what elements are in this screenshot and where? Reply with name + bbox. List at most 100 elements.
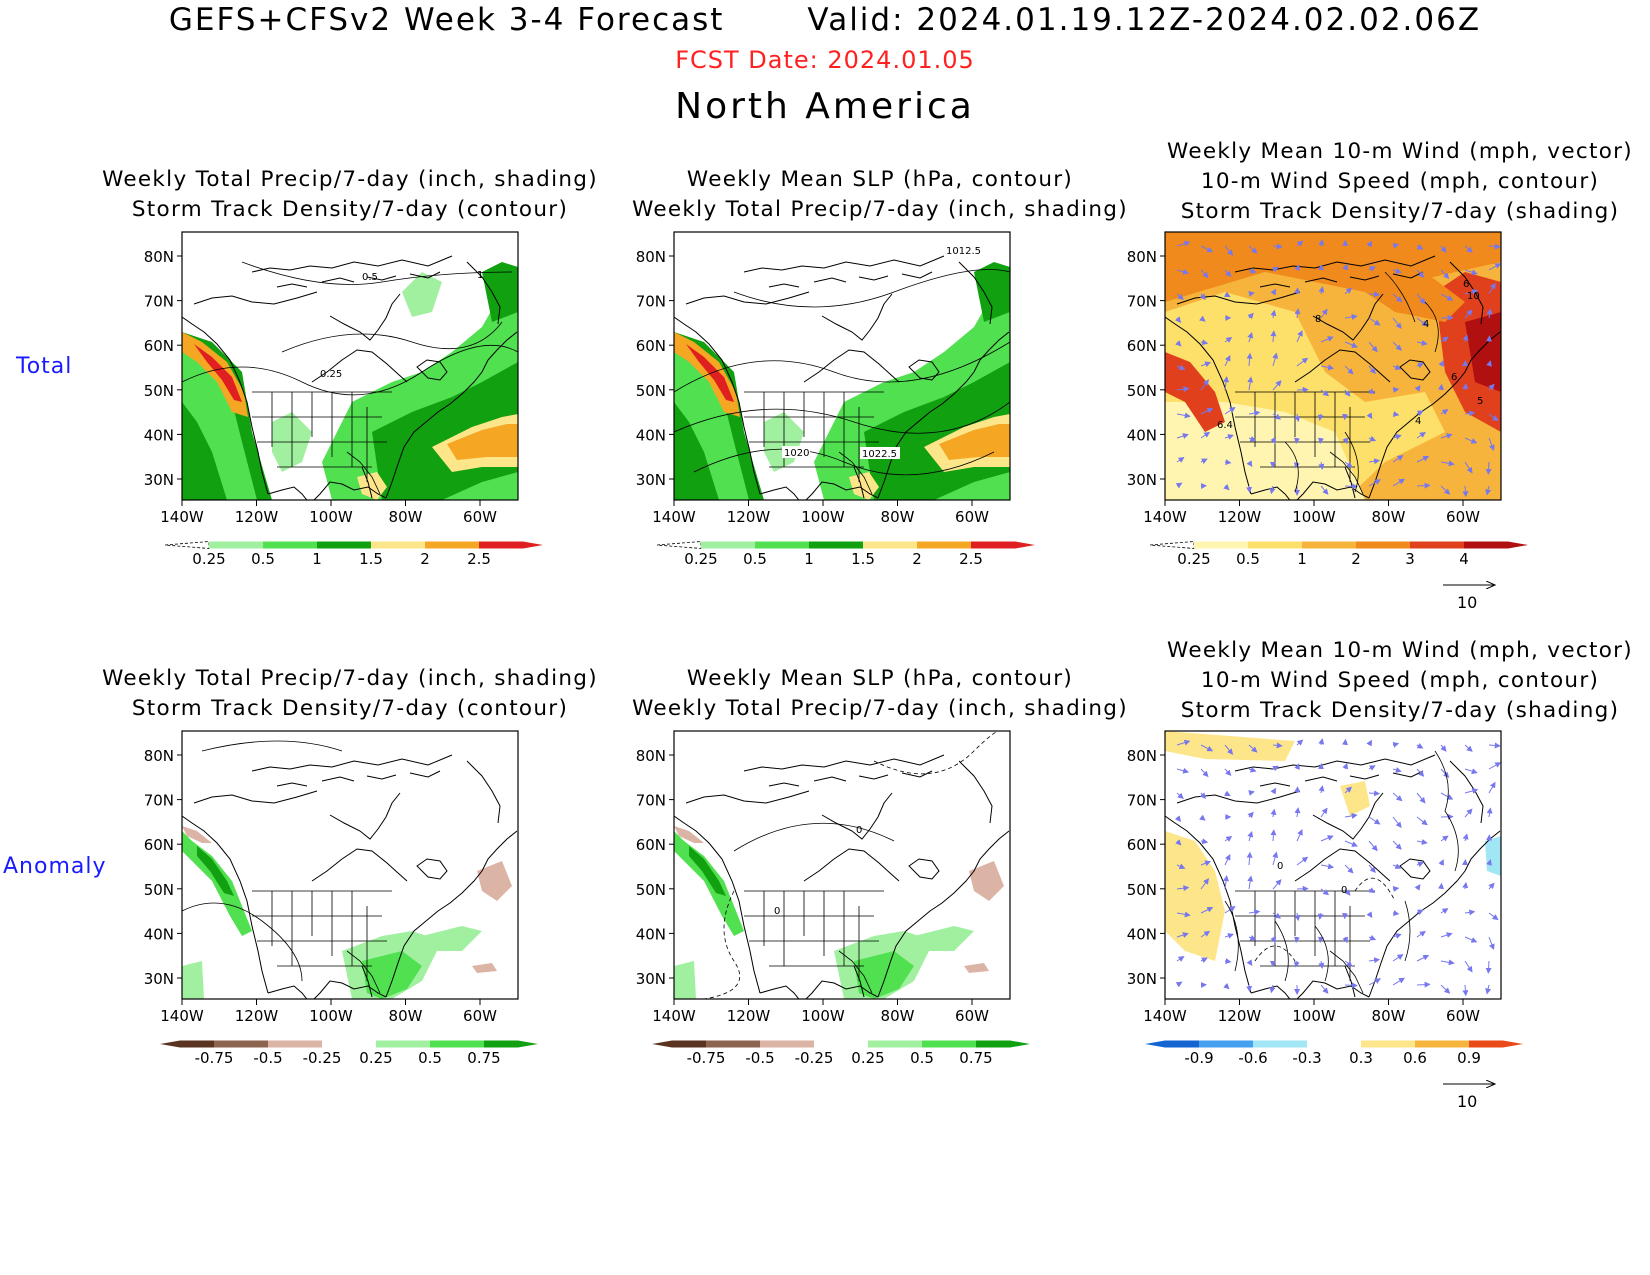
lon-label: 120W <box>727 1007 771 1025</box>
colorbar-segment <box>1248 541 1302 549</box>
wind-vector <box>1440 984 1451 994</box>
colorbar-segment <box>164 541 210 549</box>
panel-title-anom-slp: Weekly Mean SLP (hPa, contour) Weekly To… <box>610 664 1150 724</box>
wind-vector <box>1270 808 1277 818</box>
wind-vector <box>1342 239 1349 247</box>
colorbar: -0.75 -0.5 -0.25 0.25 0.5 0.75 <box>160 1040 538 1067</box>
colorbar-label: 0.5 <box>743 550 767 568</box>
lat-label: 60N <box>144 337 174 355</box>
colorbar-label: 0.3 <box>1349 1049 1373 1067</box>
wind-vector <box>1414 385 1421 392</box>
wind-vector <box>1392 317 1402 329</box>
wind-vector <box>1270 437 1277 445</box>
wind-vector <box>1368 479 1381 487</box>
wind-vector <box>1342 263 1349 271</box>
colorbar-label: 0.5 <box>910 1049 934 1067</box>
wind-vector <box>1392 268 1402 274</box>
lat-label: 80N <box>1127 248 1157 266</box>
wind-vector <box>1320 863 1335 870</box>
wind-vector <box>1318 738 1325 746</box>
lon-label: 60W <box>463 508 497 526</box>
wind-vector <box>1223 484 1230 491</box>
wind-vector <box>1440 744 1447 752</box>
wind-vector <box>1272 765 1279 772</box>
map-anom-slp: 0 0 80N 70N 60N 50N 40N 30N 140W 120W 100W 80W 60W… <box>636 730 1030 1067</box>
lon-label: 80W <box>389 1007 423 1025</box>
lat-label: 70N <box>636 293 666 311</box>
colorbar-segment <box>1415 1040 1469 1048</box>
wind-vector <box>1368 435 1377 442</box>
lon-label: 80W <box>389 508 423 526</box>
wind-vector <box>1366 412 1373 420</box>
colorbar-segment <box>1464 541 1528 549</box>
wind-vector <box>1485 461 1492 475</box>
wind-vector <box>1464 744 1473 752</box>
colorbar-segment <box>652 1040 706 1048</box>
wind-vector <box>1344 840 1358 847</box>
wind-vector <box>1246 851 1253 866</box>
wind-vector <box>1272 851 1279 866</box>
wind-vector <box>1438 882 1445 890</box>
wind-vector <box>1224 768 1232 777</box>
wind-vector <box>1176 863 1186 870</box>
wind-vector <box>1224 337 1233 343</box>
wind-vector <box>1176 293 1184 300</box>
colorbar-label: -0.75 <box>687 1049 726 1067</box>
wind-vector <box>1440 792 1454 800</box>
wind-vector <box>1392 341 1402 351</box>
lat-label: 60N <box>636 337 666 355</box>
wind-vector <box>1440 932 1453 938</box>
wind-vector <box>1344 287 1353 295</box>
wind-vector <box>1272 352 1279 367</box>
wind-vector <box>1320 389 1330 397</box>
colorbar-segment <box>755 541 809 549</box>
colorbar: 0.25 0.5 1 2 3 4 <box>1149 541 1528 568</box>
colorbar-segment <box>809 541 863 549</box>
map-total-precip: 0.5 1 0.25 80N 70N 60N 50N 40N 30N 140W 120W 100… <box>144 231 543 568</box>
wind-vector <box>1224 245 1234 256</box>
lon-label: 80W <box>881 1007 915 1025</box>
wind-vector <box>1174 815 1182 822</box>
wind-vector <box>1247 831 1254 842</box>
colorbar-segment <box>971 541 1035 549</box>
lon-label: 60W <box>463 1007 497 1025</box>
colorbar: 0.25 0.5 1 1.5 2 2.5 <box>656 541 1035 568</box>
wind-vector <box>1486 807 1493 818</box>
wind-vector <box>1296 829 1303 842</box>
lon-label: 140W <box>160 508 204 526</box>
colorbar-segment <box>976 1040 1030 1048</box>
wind-vector <box>1247 312 1254 320</box>
wind-vector <box>1440 336 1449 343</box>
wind-vector <box>1176 433 1189 439</box>
wind-vector <box>1438 859 1444 866</box>
colorbar-segment <box>317 541 371 549</box>
wind-vector <box>1485 960 1492 974</box>
colorbar-segment <box>376 1040 430 1048</box>
colorbar-label: 1.5 <box>851 550 875 568</box>
lat-label: 30N <box>144 970 174 988</box>
lon-label: 100W <box>1292 508 1336 526</box>
panel-title-line: Storm Track Density/7-day (contour) <box>131 696 569 721</box>
wind-vector <box>1294 763 1300 770</box>
wind-vector <box>1392 411 1400 418</box>
colorbar-label: 0.5 <box>418 1049 442 1067</box>
wind-vector <box>1176 268 1190 275</box>
wind-vector <box>1342 762 1349 770</box>
wind-vector <box>1320 835 1334 842</box>
colorbar-segment <box>1194 541 1248 549</box>
wind-vector <box>1392 455 1404 463</box>
wind-vector <box>1392 840 1402 850</box>
panel-title-anom-wind: Weekly Mean 10-m Wind (mph, vector) 10-m… <box>1150 636 1650 726</box>
wind-vector <box>1199 792 1206 799</box>
wind-vector <box>1272 243 1283 250</box>
lon-label: 120W <box>1218 1007 1262 1025</box>
colorbar-segment <box>425 541 479 549</box>
wind-vector <box>1488 762 1501 770</box>
wind-vector <box>1247 875 1254 890</box>
colorbar-label: 2 <box>912 550 922 568</box>
wind-vector <box>1317 413 1324 421</box>
wind-vector <box>1416 269 1425 278</box>
wind-vector <box>1464 768 1478 775</box>
wind-vector <box>1416 410 1424 417</box>
wind-vector <box>1440 959 1455 966</box>
